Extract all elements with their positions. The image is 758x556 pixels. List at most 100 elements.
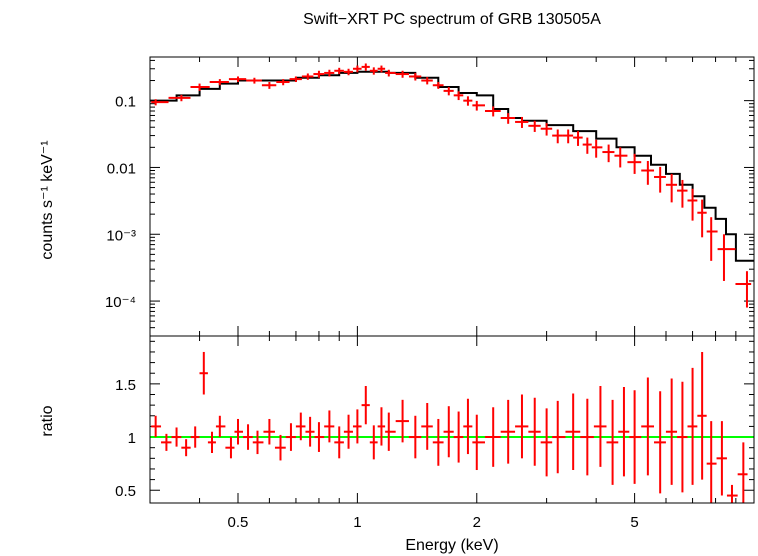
- ratio-data-point: [618, 387, 630, 477]
- spectrum-data-point: [369, 67, 378, 75]
- spectrum-data-point: [324, 69, 335, 77]
- ratio-data-point: [234, 418, 244, 445]
- spectrum-data-point: [687, 188, 698, 221]
- spectrum-y-axis-ticks: 0.1 0.01 10⁻³ 10⁻⁴: [105, 59, 754, 337]
- spectrum-panel: 0.1 0.01 10⁻³ 10⁻⁴: [105, 56, 755, 346]
- ratio-data-points: [151, 351, 748, 503]
- spectrum-data-point: [614, 147, 628, 168]
- spectrum-data-point: [540, 123, 553, 136]
- y-tick-label: 10⁻⁴: [105, 294, 136, 311]
- ratio-data-point: [385, 412, 396, 451]
- ratio-data-point: [726, 484, 738, 503]
- ratio-data-point: [484, 407, 501, 467]
- x-tick-label: 2: [473, 514, 481, 531]
- y-tick-label: 10⁻³: [106, 227, 136, 244]
- spectrum-data-point: [190, 83, 210, 91]
- spectrum-data-point: [602, 144, 615, 163]
- spectrum-data-point: [735, 271, 752, 308]
- ratio-data-point: [361, 385, 370, 425]
- spectrum-data-point: [573, 131, 583, 146]
- ratio-data-point: [528, 397, 541, 466]
- ratio-data-point: [593, 385, 607, 467]
- spectrum-data-point: [677, 179, 688, 208]
- spectrum-data-point: [528, 120, 541, 132]
- spectrum-data-point: [313, 70, 325, 78]
- spectrum-data-point: [697, 199, 707, 238]
- ratio-data-point: [243, 424, 253, 450]
- ratio-data-point: [377, 407, 386, 446]
- ratio-data-point: [716, 421, 727, 496]
- ratio-data-point: [171, 427, 182, 447]
- ratio-data-point: [432, 418, 444, 466]
- ratio-data-point: [352, 409, 362, 444]
- ratio-data-point: [207, 431, 216, 454]
- spectrum-data-point: [334, 67, 344, 75]
- spectrum-data-point: [289, 76, 302, 83]
- spectrum-data-point: [472, 100, 485, 111]
- ratio-data-point: [515, 394, 529, 459]
- ratio-data-point: [606, 399, 619, 485]
- spectrum-y-axis-label: counts s⁻¹ keV⁻¹: [39, 140, 56, 259]
- spectrum-data-points: [151, 63, 752, 308]
- spectrum-data-point: [246, 77, 262, 84]
- ratio-y-axis-ticks: 0.5 1 1.5: [115, 340, 754, 500]
- ratio-data-point: [552, 400, 566, 474]
- chart-title: Swift−XRT PC spectrum of GRB 130505A: [303, 11, 601, 28]
- spectrum-data-point: [453, 91, 464, 101]
- spectrum-data-point: [228, 76, 247, 83]
- ratio-data-point: [443, 406, 454, 458]
- spectrum-data-point: [361, 63, 370, 71]
- spectrum-data-point: [515, 116, 529, 128]
- spectrum-data-point: [352, 65, 362, 73]
- ratio-data-point: [225, 437, 235, 459]
- ratio-data-point: [263, 418, 275, 445]
- spectrum-data-point: [654, 166, 666, 193]
- spectrum-data-point: [385, 69, 396, 77]
- ratio-data-point: [343, 414, 353, 449]
- spectrum-data-point: [395, 70, 409, 78]
- ratio-data-point: [654, 391, 666, 494]
- ratio-plot-frame: [149, 335, 755, 504]
- y-tick-label: 0.01: [107, 160, 136, 177]
- ratio-data-point: [181, 439, 191, 457]
- spectrum-data-point: [582, 137, 592, 154]
- y-tick-label: 1: [128, 430, 136, 447]
- spectrum-data-point: [209, 79, 229, 86]
- ratio-x-axis-ticks: 0.5 1 2 5: [149, 493, 755, 531]
- spectrum-data-point: [261, 82, 277, 89]
- ratio-data-point: [641, 377, 655, 476]
- ratio-data-point: [421, 403, 433, 450]
- model-step-line: [150, 70, 754, 262]
- x-tick-label: 0.5: [228, 514, 249, 531]
- ratio-data-point: [274, 434, 286, 461]
- ratio-data-point: [295, 412, 306, 441]
- spectrum-data-point: [706, 217, 718, 261]
- ratio-y-axis-label: ratio: [39, 405, 56, 436]
- y-tick-label: 1.5: [115, 377, 136, 394]
- ratio-data-point: [665, 378, 678, 485]
- spectrum-data-point: [421, 77, 433, 85]
- ratio-data-point: [677, 381, 688, 493]
- ratio-data-point: [629, 390, 642, 484]
- spectrum-data-point: [276, 79, 290, 86]
- ratio-data-point: [565, 393, 581, 471]
- spectrum-data-point: [343, 68, 353, 76]
- ratio-data-point: [324, 410, 335, 443]
- ratio-data-point: [285, 423, 296, 451]
- ratio-data-point: [252, 430, 264, 455]
- ratio-data-point: [395, 399, 409, 443]
- ratio-panel: 0.5 1 1.5 0.5 1 2 5: [115, 335, 755, 531]
- ratio-data-point: [215, 415, 226, 438]
- ratio-data-point: [334, 426, 344, 459]
- spectrum-data-point: [168, 94, 191, 102]
- ratio-data-point: [540, 408, 553, 477]
- ratio-data-point: [463, 398, 473, 455]
- spectrum-data-point: [443, 87, 454, 96]
- ratio-data-point: [706, 421, 717, 503]
- spectrum-data-point: [484, 106, 501, 117]
- ratio-data-point: [314, 422, 325, 452]
- ratio-data-point: [408, 415, 422, 459]
- spectrum-data-point: [301, 73, 314, 80]
- ratio-data-point: [687, 367, 698, 485]
- x-axis-label: Energy (keV): [405, 537, 498, 554]
